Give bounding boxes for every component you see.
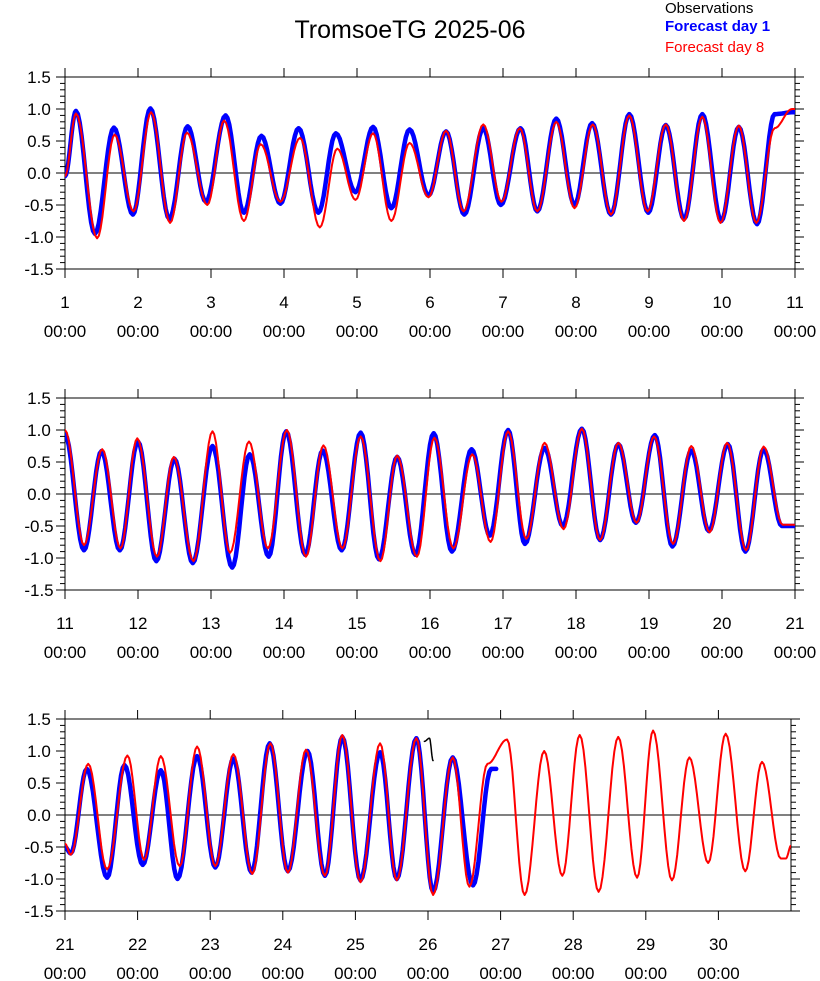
x-tick-label-day: 30 — [709, 935, 728, 954]
x-tick-label-time: 00:00 — [701, 643, 744, 662]
x-tick-label-time: 00:00 — [628, 322, 671, 341]
x-tick-label-day: 3 — [206, 293, 215, 312]
x-tick-label-time: 00:00 — [117, 643, 160, 662]
x-tick-label-day: 25 — [346, 935, 365, 954]
x-tick-label-time: 00:00 — [336, 322, 379, 341]
x-tick-label-time: 00:00 — [189, 964, 232, 981]
x-tick-label-day: 13 — [202, 614, 221, 633]
x-tick-label-time: 00:00 — [409, 643, 452, 662]
x-tick-label-time: 00:00 — [628, 643, 671, 662]
y-tick-label: -1.0 — [24, 549, 53, 568]
y-tick-label: 0.0 — [27, 164, 51, 183]
x-tick-label-time: 00:00 — [116, 964, 159, 981]
x-tick-label-time: 00:00 — [409, 322, 452, 341]
series-line-forecast-day-8 — [65, 427, 795, 563]
y-tick-label: -1.0 — [24, 870, 53, 889]
x-tick-label-time: 00:00 — [482, 322, 525, 341]
x-tick-label-day: 2 — [133, 293, 142, 312]
x-tick-label-time: 00:00 — [44, 964, 87, 981]
x-tick-label-time: 00:00 — [555, 643, 598, 662]
x-tick-label-time: 00:00 — [336, 643, 379, 662]
x-tick-label-time: 00:00 — [190, 322, 233, 341]
y-tick-label: 1.0 — [27, 100, 51, 119]
y-tick-label: 1.0 — [27, 742, 51, 761]
legend-forecast-day-1: Forecast day 1 — [665, 18, 771, 35]
x-tick-label-day: 10 — [713, 293, 732, 312]
x-tick-label-time: 00:00 — [263, 643, 306, 662]
y-tick-label: 0.0 — [27, 806, 51, 825]
x-tick-label-time: 00:00 — [774, 643, 817, 662]
x-tick-label-day: 1 — [60, 293, 69, 312]
y-tick-label: -1.5 — [24, 902, 53, 921]
x-tick-label-day: 6 — [425, 293, 434, 312]
x-tick-label-day: 9 — [644, 293, 653, 312]
x-tick-label-day: 11 — [786, 293, 804, 312]
x-tick-label-time: 00:00 — [407, 964, 450, 981]
legend-observations: Observations — [665, 0, 754, 17]
x-tick-label-time: 00:00 — [263, 322, 306, 341]
x-tick-label-day: 4 — [279, 293, 288, 312]
x-tick-label-time: 00:00 — [774, 322, 817, 341]
y-tick-label: 0.5 — [27, 132, 51, 151]
x-tick-label-time: 00:00 — [334, 964, 377, 981]
x-tick-label-day: 26 — [419, 935, 438, 954]
x-tick-label-day: 29 — [636, 935, 655, 954]
x-tick-label-day: 18 — [567, 614, 586, 633]
x-tick-label-day: 22 — [128, 935, 147, 954]
x-tick-label-day: 15 — [348, 614, 367, 633]
x-tick-label-day: 11 — [56, 614, 74, 633]
x-tick-label-day: 27 — [491, 935, 510, 954]
x-tick-label-day: 24 — [273, 935, 292, 954]
y-tick-label: 1.0 — [27, 421, 51, 440]
y-tick-label: -0.5 — [24, 838, 53, 857]
y-tick-label: -1.5 — [24, 260, 53, 279]
x-tick-label-day: 19 — [640, 614, 659, 633]
series-line-observations — [423, 737, 434, 762]
y-tick-label: -0.5 — [24, 517, 53, 536]
x-tick-label-day: 8 — [571, 293, 580, 312]
y-tick-label: -1.5 — [24, 581, 53, 600]
x-tick-label-time: 00:00 — [552, 964, 595, 981]
series-line-forecast-day-1 — [65, 106, 795, 237]
x-tick-label-day: 17 — [494, 614, 513, 633]
x-tick-label-time: 00:00 — [482, 643, 525, 662]
x-tick-label-day: 5 — [352, 293, 361, 312]
x-tick-label-day: 23 — [201, 935, 220, 954]
x-tick-label-day: 28 — [564, 935, 583, 954]
x-tick-label-time: 00:00 — [625, 964, 668, 981]
y-tick-label: -0.5 — [24, 196, 53, 215]
x-tick-label-day: 21 — [786, 614, 805, 633]
y-tick-label: 0.5 — [27, 774, 51, 793]
x-tick-label-time: 00:00 — [262, 964, 305, 981]
x-tick-label-time: 00:00 — [117, 322, 160, 341]
y-tick-label: 0.5 — [27, 453, 51, 472]
y-tick-label: 1.5 — [27, 710, 51, 729]
x-tick-label-day: 7 — [498, 293, 507, 312]
x-tick-label-time: 00:00 — [697, 964, 740, 981]
y-tick-label: -1.0 — [24, 228, 53, 247]
x-tick-label-day: 16 — [421, 614, 440, 633]
legend-forecast-day-8: Forecast day 8 — [665, 39, 765, 56]
x-tick-label-time: 00:00 — [701, 322, 744, 341]
series-line-forecast-day-8 — [65, 108, 795, 240]
x-tick-label-time: 00:00 — [44, 643, 87, 662]
y-tick-label: 0.0 — [27, 485, 51, 504]
x-tick-label-day: 21 — [56, 935, 75, 954]
x-tick-label-day: 12 — [129, 614, 148, 633]
y-tick-label: 1.5 — [27, 68, 51, 87]
y-tick-label: 1.5 — [27, 389, 51, 408]
x-tick-label-day: 20 — [713, 614, 732, 633]
x-tick-label-time: 00:00 — [555, 322, 598, 341]
x-tick-label-time: 00:00 — [44, 322, 87, 341]
x-tick-label-day: 14 — [275, 614, 294, 633]
chart-title: TromsoeTG 2025-06 — [294, 16, 526, 44]
x-tick-label-time: 00:00 — [190, 643, 233, 662]
x-tick-label-time: 00:00 — [479, 964, 522, 981]
series-line-forecast-day-8 — [65, 729, 791, 896]
